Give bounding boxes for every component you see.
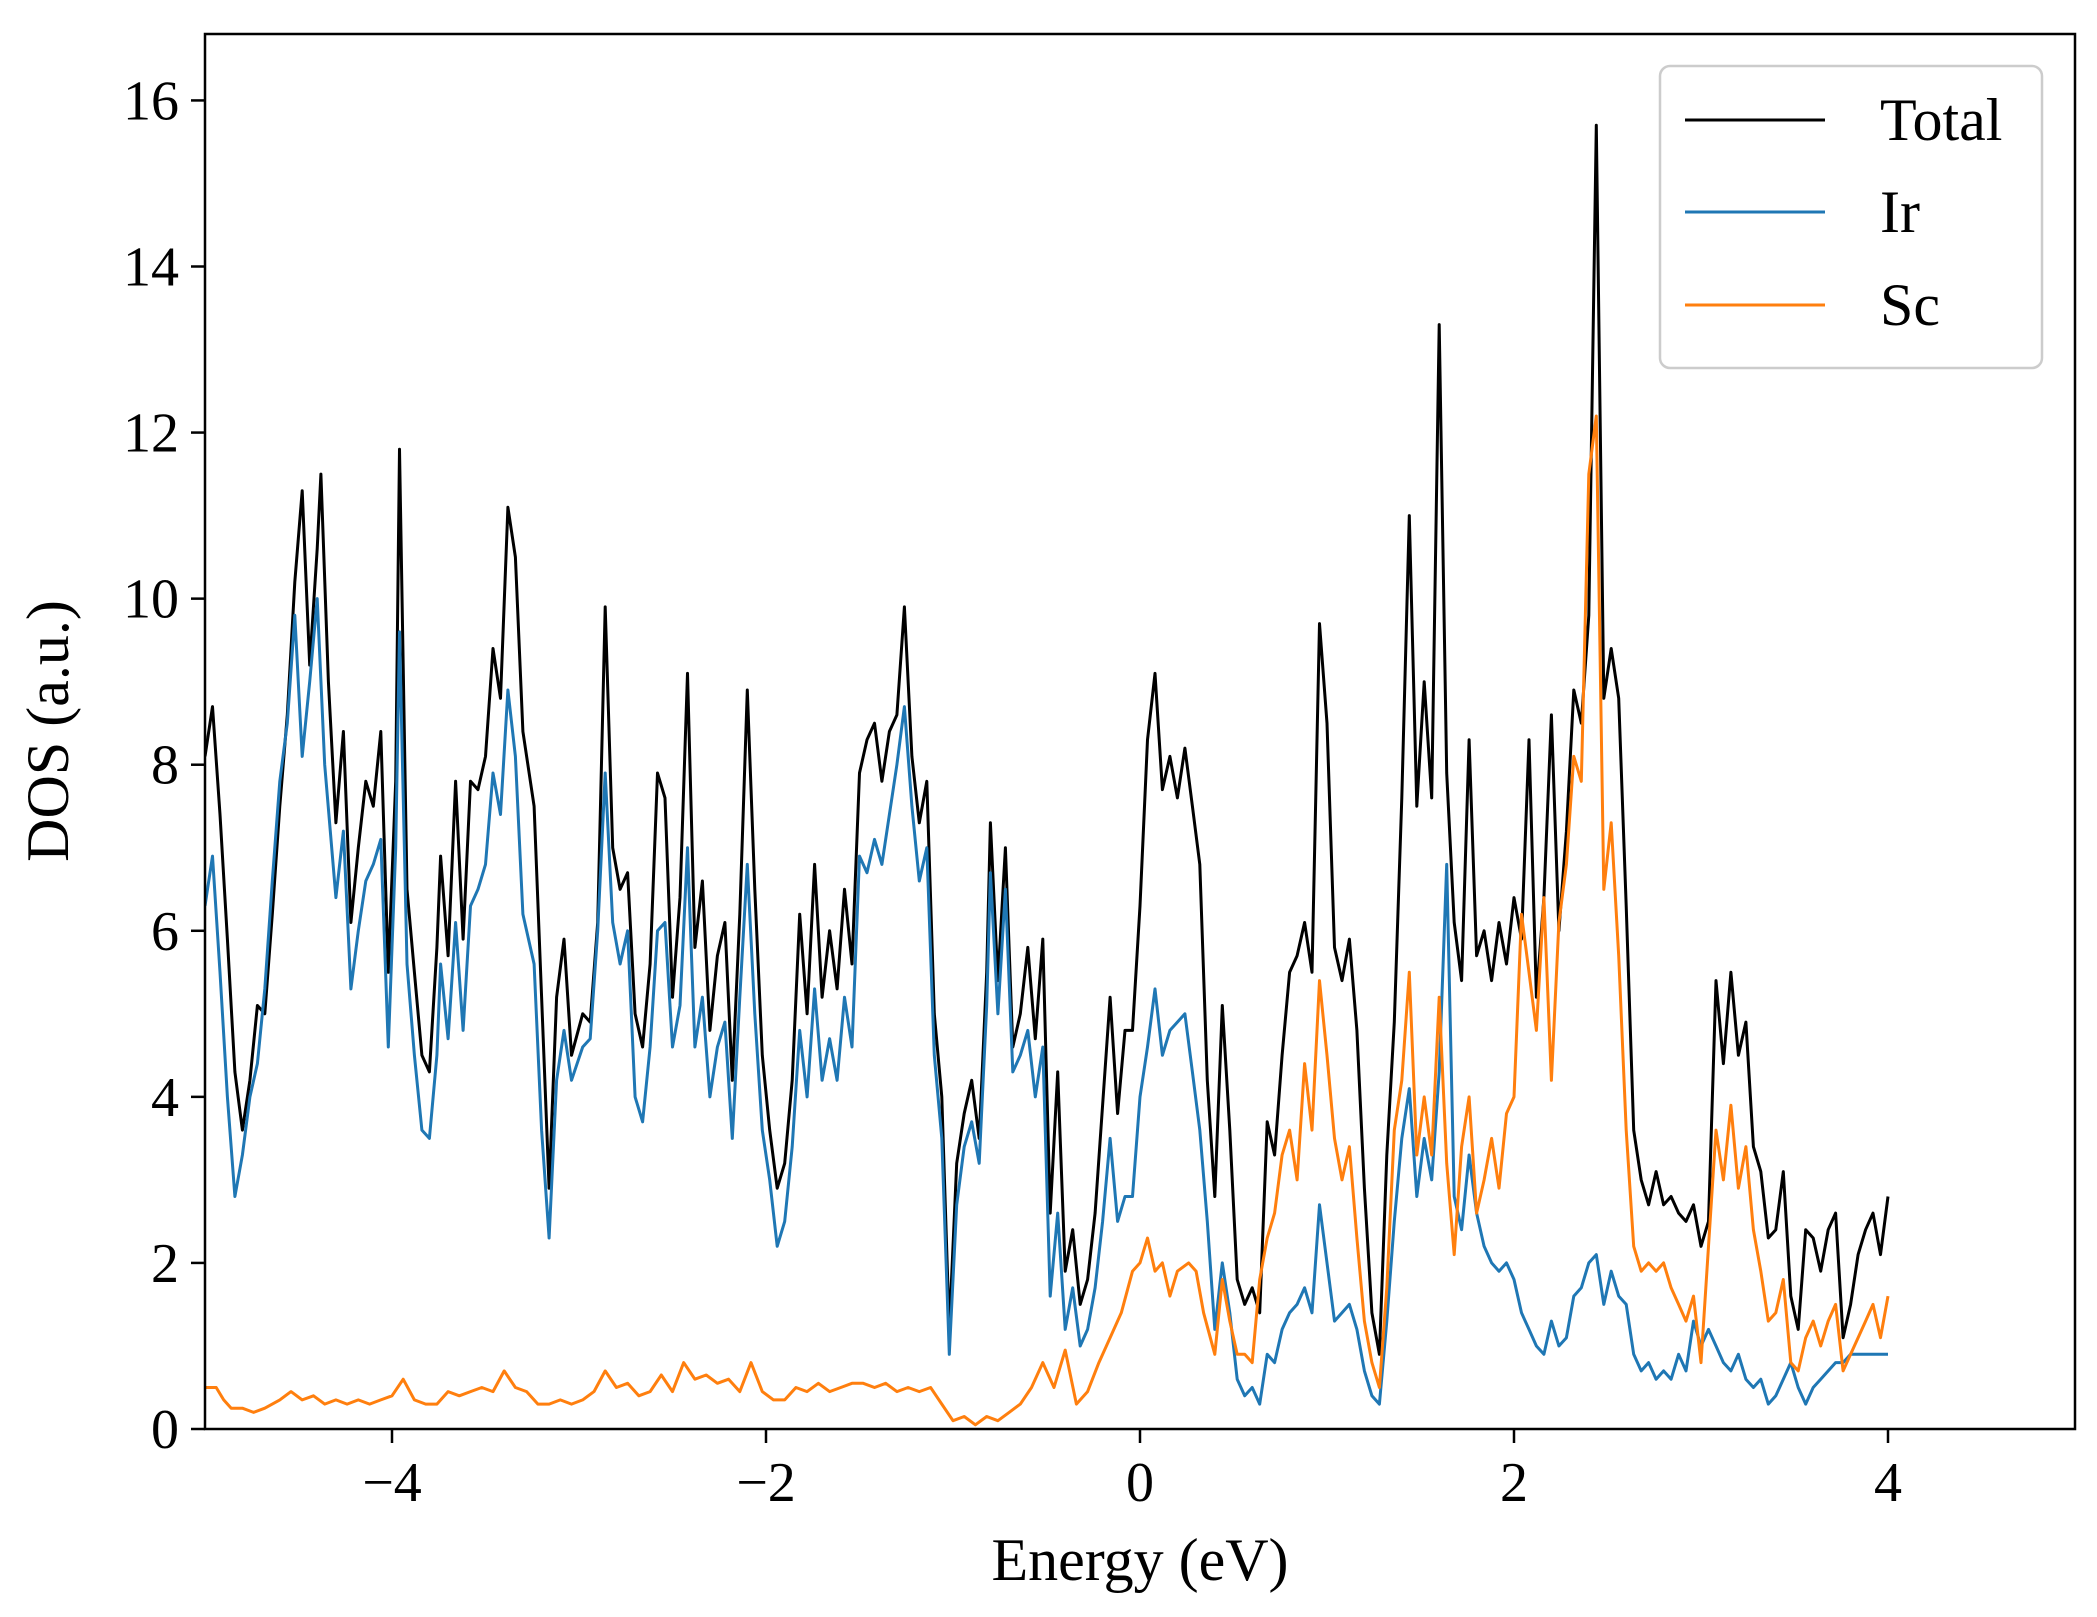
series-line-total <box>205 123 1890 1356</box>
y-tick-label: 10 <box>123 569 179 631</box>
x-tick-label: 4 <box>1874 1452 1902 1514</box>
y-tick-label: 12 <box>123 403 179 465</box>
y-axis: 0 2 4 6 8 10 12 14 16 <box>123 70 205 1461</box>
legend-label-sc: Sc <box>1880 272 1940 338</box>
x-tick-label: −2 <box>736 1452 796 1514</box>
series-line-sc <box>205 414 1890 1427</box>
legend-label-ir: Ir <box>1880 179 1920 245</box>
x-tick-label: 0 <box>1126 1452 1154 1514</box>
y-tick-label: 8 <box>151 735 179 797</box>
x-axis-label: Energy (eV) <box>991 1527 1288 1593</box>
y-axis-label: DOS (a.u.) <box>15 600 81 862</box>
x-tick-label: 2 <box>1500 1452 1528 1514</box>
legend: Total Ir Sc <box>1658 64 2044 370</box>
x-axis: −4 −2 0 2 4 <box>362 1429 1902 1514</box>
y-tick-label: 14 <box>123 237 179 299</box>
y-tick-label: 16 <box>123 70 179 132</box>
series-layer <box>205 123 1890 1427</box>
y-tick-label: 0 <box>151 1399 179 1461</box>
y-tick-label: 2 <box>151 1233 179 1295</box>
legend-box <box>1658 64 2044 370</box>
y-tick-label: 6 <box>151 901 179 963</box>
y-tick-label: 4 <box>151 1067 179 1129</box>
series-line-ir <box>205 597 1888 1406</box>
x-tick-label: −4 <box>362 1452 422 1514</box>
legend-label-total: Total <box>1880 87 2002 153</box>
